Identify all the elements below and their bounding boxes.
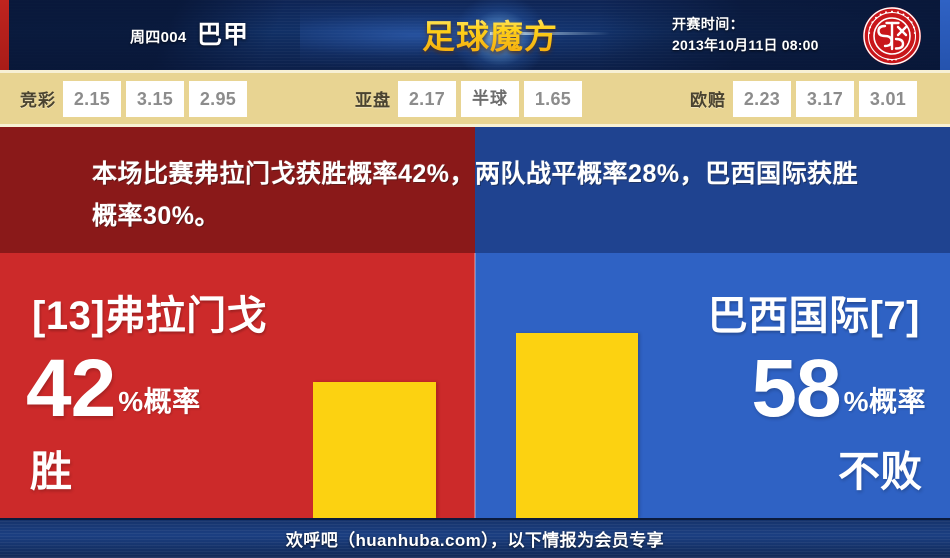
footer-bar: 欢呼吧（huanhuba.com），以下情报为会员专享 [0, 518, 950, 558]
probability-bar-home [313, 382, 436, 518]
home-team-name: [13]弗拉门戈 [32, 294, 268, 338]
footer-texture [0, 520, 950, 558]
summary-text: 本场比赛弗拉门戈获胜概率42%，两队战平概率28%，巴西国际获胜概率30%。 [92, 160, 859, 230]
odds-group-label: 欧赔 [690, 91, 726, 110]
away-percent-value: 58 [751, 343, 841, 434]
header-bar: 周四004 巴甲 足球魔方 开赛时间： 2013年10月11日 08:00 [0, 0, 950, 70]
odds-cell-handicap[interactable]: 半球 [461, 80, 519, 117]
odds-cell[interactable]: 3.15 [126, 80, 184, 117]
logo-ray-icon [490, 32, 610, 35]
odds-cell[interactable]: 2.23 [733, 80, 791, 117]
away-percent-suffix: %概率 [843, 386, 926, 417]
away-outcome-label: 不败 [837, 448, 922, 495]
odds-group-jingcai: 竞彩 2.15 3.15 2.95 [20, 80, 252, 117]
odds-cell[interactable]: 1.65 [524, 80, 582, 117]
odds-cell[interactable]: 3.17 [796, 80, 854, 117]
header-accent-strip-red [0, 0, 9, 70]
footer-text: 欢呼吧（huanhuba.com），以下情报为会员专享 [285, 530, 665, 550]
odds-group-asian: 亚盘 2.17 半球 1.65 [355, 80, 587, 117]
odds-group-label: 竞彩 [20, 91, 56, 110]
kickoff-value: 2013年10月11日 08:00 [672, 37, 819, 53]
away-probability: 58 %概率 [751, 343, 926, 434]
odds-cell[interactable]: 2.17 [398, 80, 456, 117]
brand-logo: 足球魔方 [414, 0, 610, 70]
odds-group-label: 亚盘 [355, 91, 391, 110]
kickoff-info: 开赛时间： 2013年10月11日 08:00 [672, 14, 819, 56]
odds-group-european: 欧赔 2.23 3.17 3.01 [690, 80, 922, 117]
home-probability: 42 %概率 [26, 343, 201, 434]
kickoff-label: 开赛时间： [672, 16, 744, 32]
home-outcome-label: 胜 [30, 448, 73, 495]
odds-bar: 竞彩 2.15 3.15 2.95 亚盘 2.17 半球 1.65 欧赔 2.2… [0, 70, 950, 127]
panel-divider [474, 253, 476, 518]
logo-glow [452, 0, 548, 70]
summary-bg-left [0, 127, 475, 253]
home-percent-suffix: %概率 [118, 386, 201, 417]
header-accent-strip-blue [940, 0, 950, 70]
odds-cell[interactable]: 2.95 [189, 80, 247, 117]
home-percent-value: 42 [26, 343, 116, 434]
away-team-name: 巴西国际[7] [707, 294, 920, 338]
match-number: 周四004 [130, 29, 187, 46]
league-name: 巴甲 [197, 21, 250, 49]
odds-cell[interactable]: 2.15 [63, 80, 121, 117]
summary-bg-right [475, 127, 950, 253]
probability-bar-away [516, 333, 638, 518]
logo-text: 足球魔方 [414, 10, 566, 58]
internacional-crest-icon [862, 6, 922, 66]
summary-banner: 本场比赛弗拉门戈获胜概率42%，两队战平概率28%，巴西国际获胜概率30%。 [0, 127, 950, 253]
odds-cell[interactable]: 3.01 [859, 80, 917, 117]
